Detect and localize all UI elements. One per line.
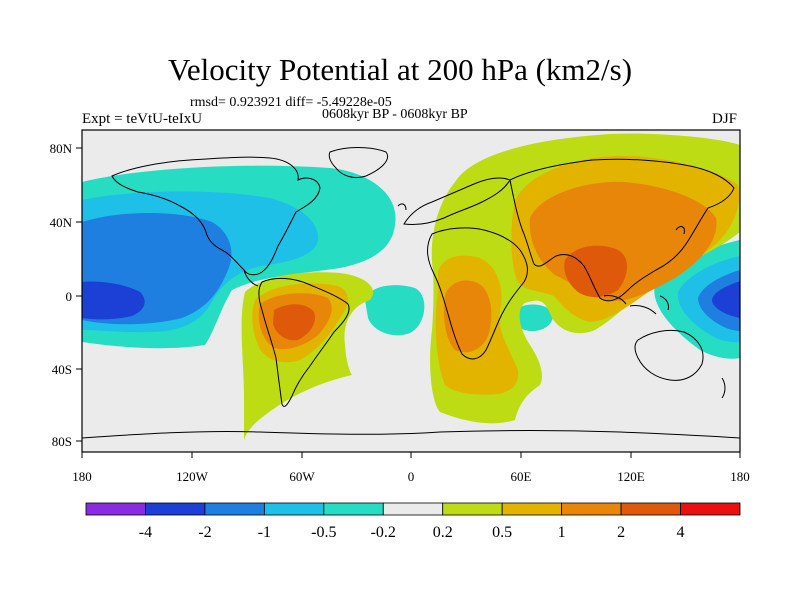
- experiment-label: Expt = teVtU-teIxU: [82, 111, 203, 127]
- colorbar-swatch: [561, 502, 622, 516]
- period-line: 0608kyr BP - 0608kyr BP: [322, 107, 468, 122]
- lon-tick-label: 180: [730, 469, 750, 484]
- latitude-axis: 80N 40N 0 40S 80S: [50, 141, 82, 449]
- lon-tick-60e: 60E: [511, 452, 532, 484]
- lon-tick-120e: 120E: [617, 452, 645, 484]
- stats-line: rmsd= 0.923921 diff= -5.49228e-05: [190, 95, 392, 110]
- lat-tick-80s: 80S: [52, 434, 82, 449]
- colorbar-swatch: [85, 502, 146, 516]
- colorbar-swatch: [442, 502, 503, 516]
- colorbar-swatch: [204, 502, 265, 516]
- colorbar-label: -1: [258, 524, 271, 541]
- lat-tick-80n: 80N: [50, 141, 82, 156]
- lat-tick-0: 0: [66, 289, 82, 304]
- lon-tick-label: 60W: [289, 469, 315, 484]
- lon-tick-60w: 60W: [289, 452, 315, 484]
- lat-tick-40n: 40N: [50, 215, 82, 230]
- lat-tick-label: 40S: [52, 362, 72, 377]
- contour-field: [82, 130, 740, 452]
- lon-tick-120w: 120W: [176, 452, 209, 484]
- colorbar: -4 -2 -1 -0.5 -0.2 0.2 0.5 1 2 4: [85, 502, 741, 541]
- lon-tick-180e: 180: [730, 452, 750, 484]
- lat-tick-label: 40N: [50, 215, 73, 230]
- colorbar-swatch: [680, 502, 741, 516]
- lon-tick-label: 180: [72, 469, 92, 484]
- lon-tick-label: 120W: [176, 469, 209, 484]
- longitude-axis: 180 120W 60W 0 60E 120E 180: [72, 452, 750, 484]
- colorbar-label: 1: [558, 524, 566, 541]
- lon-tick-0: 0: [408, 452, 415, 484]
- lon-tick-label: 0: [408, 469, 415, 484]
- lon-tick-label: 120E: [617, 469, 645, 484]
- colorbar-label: 0.5: [492, 524, 512, 541]
- colorbar-label: -2: [198, 524, 211, 541]
- colorbar-label: 4: [677, 524, 685, 541]
- colorbar-label: -4: [139, 524, 152, 541]
- lon-tick-180w: 180: [72, 452, 92, 484]
- map-title: Velocity Potential at 200 hPa (km2/s): [167, 52, 633, 87]
- colorbar-label: 2: [617, 524, 625, 541]
- lat-tick-label: 0: [66, 289, 73, 304]
- colorbar-swatch: [382, 502, 444, 516]
- colorbar-label: 0.2: [433, 524, 453, 541]
- colorbar-label: -0.5: [311, 524, 336, 541]
- colorbar-swatch: [263, 502, 325, 516]
- colorbar-swatch: [501, 502, 563, 516]
- colorbar-swatch: [620, 502, 681, 516]
- colorbar-label: -0.2: [371, 524, 396, 541]
- lat-tick-label: 80S: [52, 434, 72, 449]
- colorbar-swatch: [323, 502, 384, 516]
- lat-tick-label: 80N: [50, 141, 73, 156]
- lat-tick-40s: 40S: [52, 362, 82, 377]
- season-label: DJF: [712, 111, 738, 127]
- coastlines: [82, 147, 740, 439]
- colorbar-swatch: [145, 502, 206, 516]
- lon-tick-label: 60E: [511, 469, 532, 484]
